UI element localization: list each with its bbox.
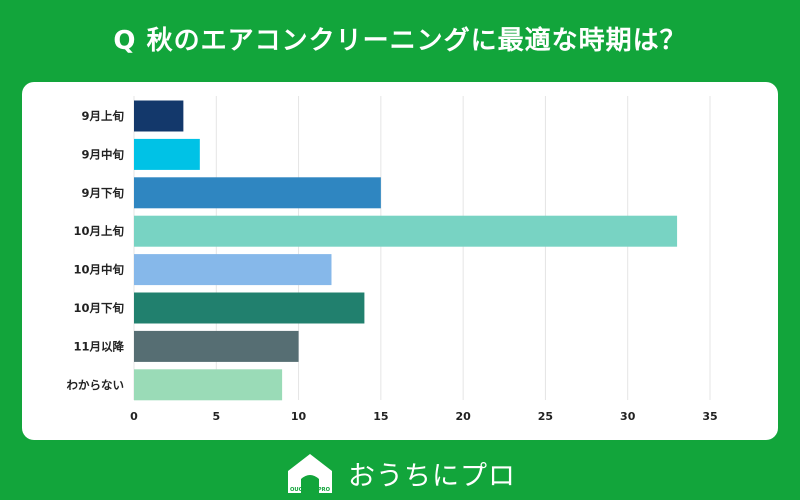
bar: [134, 369, 283, 401]
x-tick-label: 35: [702, 410, 717, 423]
category-label: 9月中旬: [81, 147, 124, 161]
category-label: 10月中旬: [73, 263, 124, 277]
bar: [134, 138, 200, 170]
x-tick-label: 25: [538, 410, 553, 423]
x-tick-label: 30: [620, 410, 636, 423]
category-label: わからない: [67, 378, 125, 392]
logo-text: OUCHI ni PRO: [290, 487, 331, 493]
x-tick-label: 0: [130, 410, 138, 423]
brand-name: おうちにプロ: [348, 461, 516, 492]
bar: [134, 292, 365, 324]
bar: [134, 215, 678, 247]
category-label: 10月下旬: [73, 301, 124, 315]
category-label: 11月以降: [73, 339, 124, 353]
x-tick-label: 10: [291, 410, 307, 423]
x-tick-labels: 0 5 10 15 20 25 30 35: [130, 410, 717, 423]
category-label: 9月下旬: [81, 186, 124, 200]
x-tick-label: 5: [212, 410, 220, 423]
x-tick-label: 15: [373, 410, 388, 423]
bar: [134, 100, 184, 132]
x-tick-label: 20: [455, 410, 471, 423]
category-label: 10月上旬: [73, 224, 124, 238]
bars: [134, 100, 678, 401]
house-icon: OUCHI ni PRO: [288, 453, 332, 493]
bar: [134, 330, 299, 362]
grid-lines: [133, 96, 711, 400]
page-title: Q 秋のエアコンクリーニングに最適な時期は？: [113, 26, 687, 56]
bar: [134, 254, 332, 286]
footer-brand: OUCHI ni PRO おうちにプロ: [0, 447, 800, 500]
category-label: 9月上旬: [81, 109, 124, 123]
bar: [134, 177, 381, 209]
